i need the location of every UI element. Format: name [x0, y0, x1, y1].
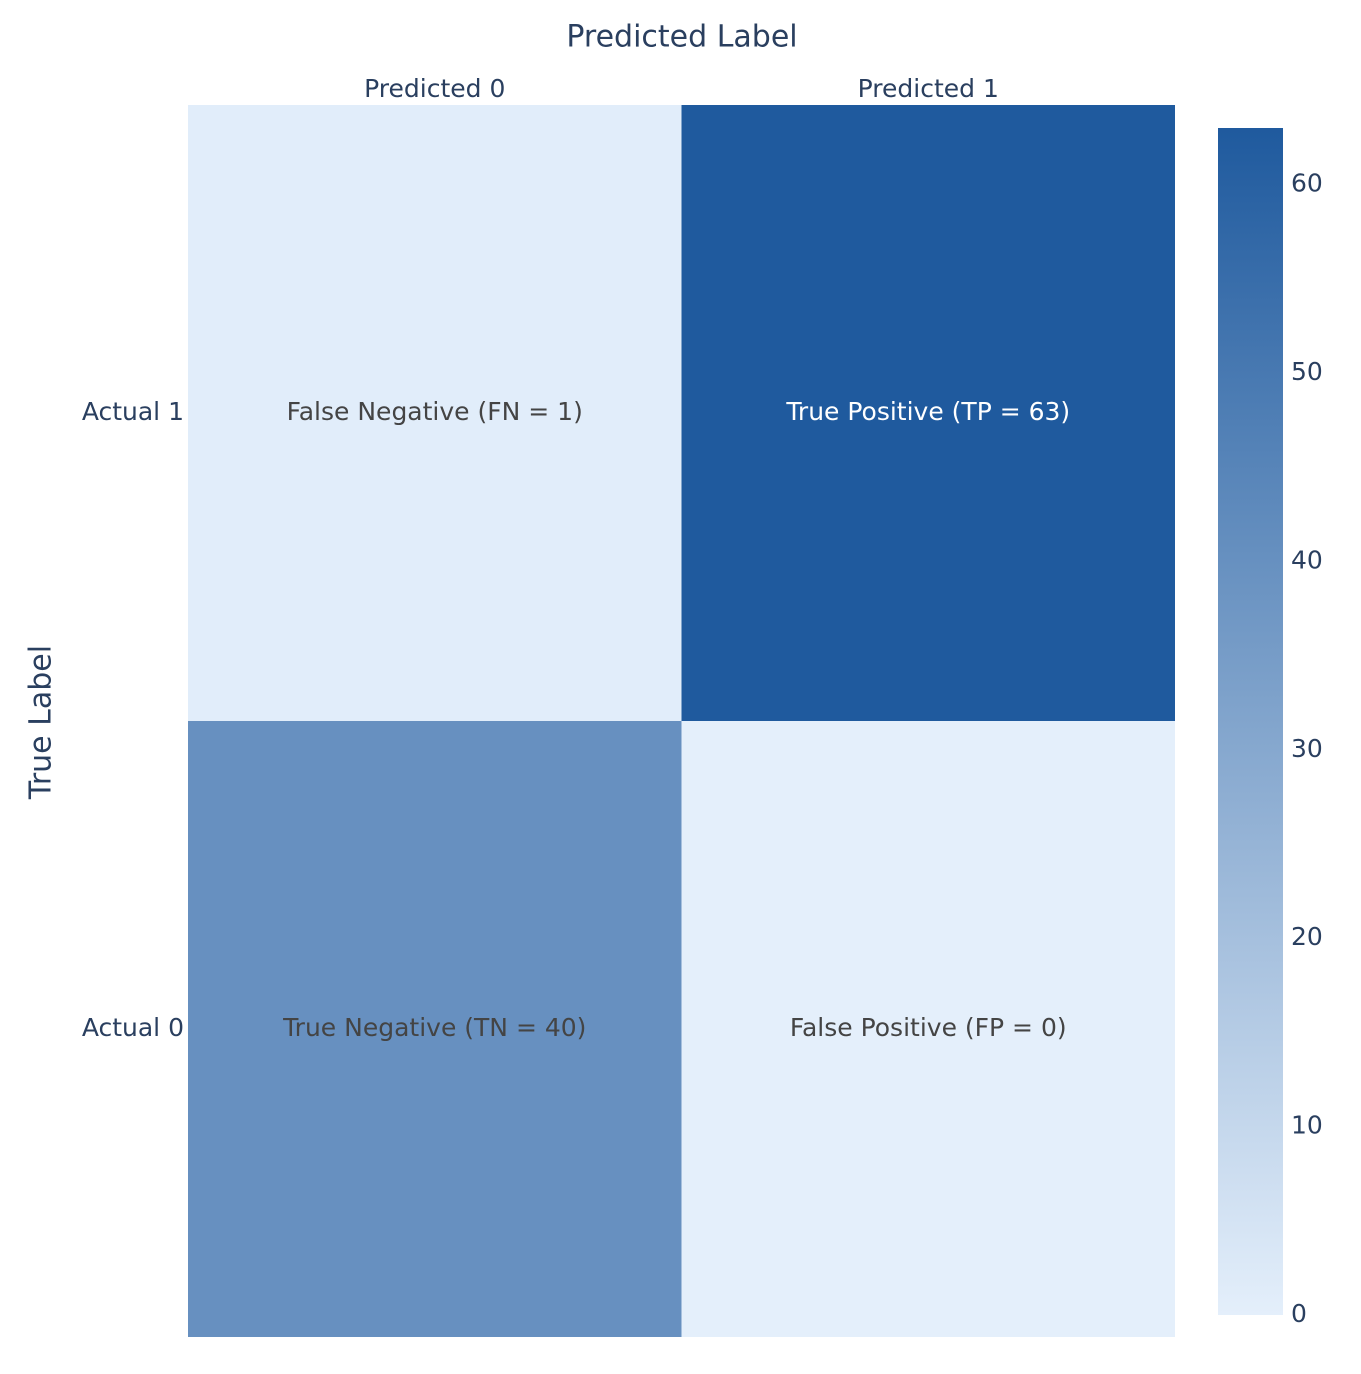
y-axis-title: True Label	[24, 645, 59, 800]
heatmap-cell	[681, 721, 1175, 1337]
x-tick-label: Predicted 1	[858, 74, 999, 103]
heatmap-cell	[188, 721, 682, 1337]
cell-label: False Positive (FP = 0)	[790, 1013, 1067, 1042]
cell-label: True Negative (TN = 40)	[282, 1013, 586, 1042]
colorbar-tick-label: 20	[1291, 922, 1323, 951]
colorbar-tick-label: 40	[1291, 545, 1323, 574]
colorbar-tick-label: 10	[1291, 1111, 1323, 1140]
colorbar-tick-label: 0	[1291, 1299, 1307, 1328]
x-tick-label: Predicted 0	[364, 74, 505, 103]
cell-label: True Positive (TP = 63)	[785, 397, 1070, 426]
cell-label: False Negative (FN = 1)	[287, 397, 583, 426]
y-tick-label: Actual 1	[82, 397, 184, 426]
heatmap-cell	[188, 105, 682, 721]
colorbar	[1218, 128, 1283, 1315]
colorbar-tick-label: 60	[1291, 169, 1323, 198]
heatmap-cell	[681, 105, 1175, 721]
colorbar-tick-label: 30	[1291, 734, 1323, 763]
chart-title: Predicted Label	[566, 20, 797, 55]
y-tick-label: Actual 0	[82, 1013, 184, 1042]
colorbar-tick-label: 50	[1291, 357, 1323, 386]
